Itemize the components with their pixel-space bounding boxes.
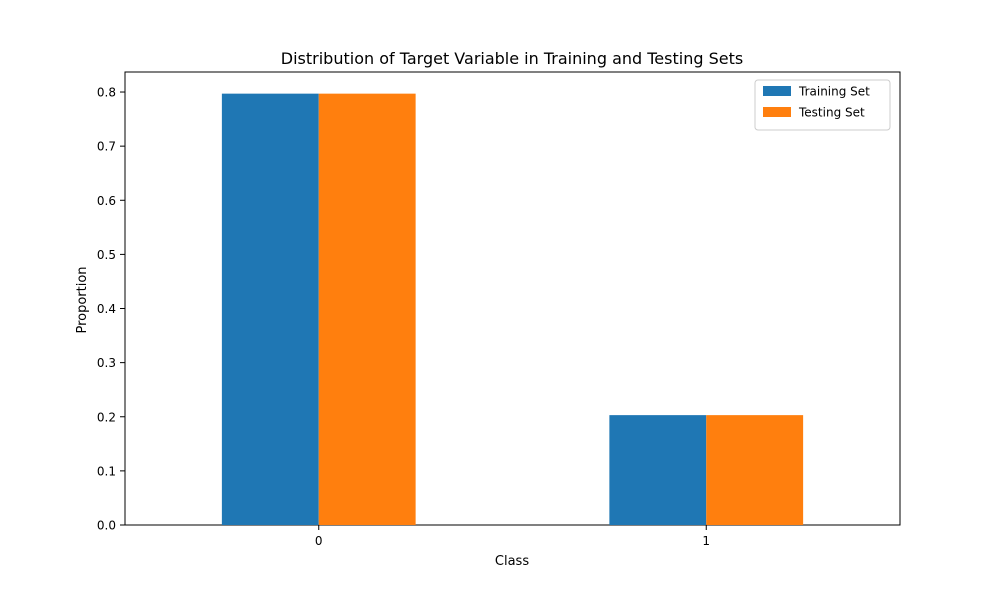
x-tick-label: 1	[702, 534, 710, 548]
chart-title: Distribution of Target Variable in Train…	[281, 49, 743, 68]
bar-training-set-class-1	[609, 415, 707, 525]
y-tick-label: 0.1	[97, 464, 116, 478]
bar-testing-set-class-1	[706, 415, 804, 525]
legend-swatch	[763, 107, 791, 117]
bar-training-set-class-0	[221, 93, 319, 525]
y-tick-label: 0.8	[97, 86, 116, 100]
y-axis-label: Proportion	[75, 266, 90, 333]
y-tick-label: 0.2	[97, 410, 116, 424]
legend-label: Testing Set	[798, 106, 865, 120]
plot-frame	[124, 71, 901, 526]
y-axis: 0.0 0.1 0.2 0.3 0.4 0.5 0.6 0.7 0.8	[97, 86, 125, 533]
x-axis-label: Class	[495, 554, 529, 569]
y-tick-label: 0.3	[97, 356, 116, 370]
plot-area	[124, 71, 901, 526]
bars-group	[221, 93, 804, 525]
legend-label: Training Set	[798, 85, 870, 99]
x-tick-label: 0	[315, 534, 323, 548]
y-tick-label: 0.0	[97, 519, 116, 533]
y-tick-label: 0.7	[97, 140, 116, 154]
legend-swatch	[763, 86, 791, 96]
legend: Training Set Testing Set	[754, 79, 891, 131]
bar-testing-set-class-0	[318, 93, 416, 525]
y-tick-label: 0.4	[97, 302, 116, 316]
y-tick-label: 0.5	[97, 248, 116, 262]
y-tick-label: 0.6	[97, 194, 116, 208]
